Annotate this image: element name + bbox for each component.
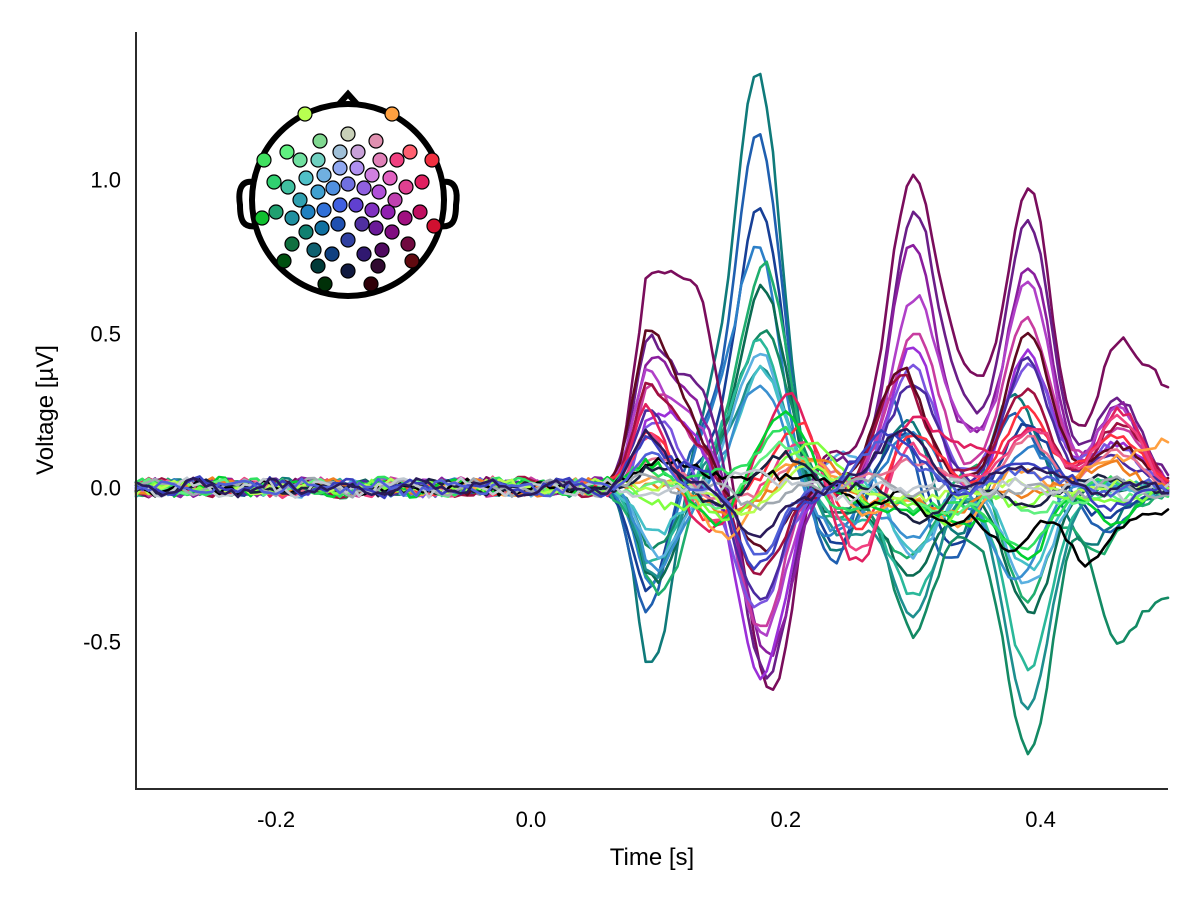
electrode-marker <box>254 210 270 226</box>
channel-trace <box>134 173 1170 691</box>
electrode-marker <box>400 236 416 252</box>
electrode-marker <box>424 152 440 168</box>
electrode-marker <box>368 133 384 149</box>
electrode-marker <box>284 236 300 252</box>
electrode-marker <box>292 192 308 208</box>
axes-frame <box>135 32 1168 790</box>
x-tick-label: 0.2 <box>770 807 801 832</box>
electrode-marker <box>280 179 296 195</box>
electrode-marker <box>398 179 414 195</box>
electrode-marker <box>310 258 326 274</box>
electrode-marker <box>330 216 346 232</box>
electrode-marker <box>354 216 370 232</box>
electrode-markers <box>254 106 442 292</box>
electrode-marker <box>279 144 295 160</box>
electrode-marker <box>340 176 356 192</box>
electrode-marker <box>317 276 333 292</box>
electrode-marker <box>349 160 365 176</box>
electrode-marker <box>371 184 387 200</box>
electrode-marker <box>340 232 356 248</box>
electrode-marker <box>363 276 379 292</box>
electrode-marker <box>370 258 386 274</box>
electrode-marker <box>382 170 398 186</box>
electrode-marker <box>412 204 428 220</box>
electrode-marker <box>340 126 356 142</box>
electrode-marker <box>364 167 380 183</box>
electrode-marker <box>310 152 326 168</box>
electrode-marker <box>380 204 396 220</box>
head-outline <box>249 101 447 299</box>
head-right-ear <box>438 178 460 230</box>
electrode-marker <box>374 242 390 258</box>
electrode-marker <box>292 152 308 168</box>
electrode-marker <box>350 144 366 160</box>
electrode-marker <box>300 204 316 220</box>
electrode-marker <box>384 224 400 240</box>
channel-trace <box>134 329 1170 554</box>
y-tick-labels: -0.5 0.0 0.5 1.0 <box>83 168 121 655</box>
electrode-marker <box>387 192 403 208</box>
channel-trace <box>134 245 1170 588</box>
head-left-ear <box>236 178 258 230</box>
channel-trace <box>134 243 1170 657</box>
electrode-marker <box>356 246 372 262</box>
electrode-marker <box>316 167 332 183</box>
electrode-marker <box>332 160 348 176</box>
electrode-marker <box>364 202 380 218</box>
x-tick-label: -0.2 <box>257 807 295 832</box>
electrode-marker <box>266 174 282 190</box>
electrode-marker <box>312 133 328 149</box>
channel-trace <box>134 440 1170 556</box>
electrode-marker <box>397 210 413 226</box>
electrode-marker <box>256 152 272 168</box>
electrode-marker <box>426 218 442 234</box>
electrode-marker <box>356 180 372 196</box>
electrode-marker <box>340 263 356 279</box>
electrode-marker <box>314 220 330 236</box>
y-tick-label: 1.0 <box>90 168 121 193</box>
head-nose <box>336 89 360 107</box>
electrode-marker <box>325 180 341 196</box>
electrode-marker <box>306 242 322 258</box>
electrode-marker <box>402 144 418 160</box>
electrode-marker <box>414 174 430 190</box>
x-tick-label: 0.0 <box>516 807 547 832</box>
channel-trace <box>134 472 1170 511</box>
topoplot-inset <box>236 89 460 299</box>
y-tick-label: -0.5 <box>83 629 121 654</box>
electrode-marker <box>332 197 348 213</box>
y-axis-label: Voltage [µV] <box>32 345 59 475</box>
electrode-marker <box>372 152 388 168</box>
electrode-marker <box>276 253 292 269</box>
electrode-marker <box>310 184 326 200</box>
electrode-marker <box>332 144 348 160</box>
electrode-marker <box>298 170 314 186</box>
channel-trace <box>134 427 1170 539</box>
electrode-marker <box>348 197 364 213</box>
electrode-marker <box>284 210 300 226</box>
electrode-marker <box>368 220 384 236</box>
electrode-marker <box>324 246 340 262</box>
electrode-marker <box>389 152 405 168</box>
y-tick-label: 0.0 <box>90 475 121 500</box>
y-tick-label: 0.5 <box>90 322 121 347</box>
x-axis-label: Time [s] <box>610 844 694 871</box>
electrode-marker <box>384 106 400 122</box>
x-tick-label: 0.4 <box>1025 807 1056 832</box>
channel-traces <box>134 72 1170 756</box>
electrode-marker <box>316 202 332 218</box>
x-tick-labels: -0.2 0.0 0.2 0.4 <box>257 807 1056 832</box>
electrode-marker <box>297 106 313 122</box>
electrode-marker <box>268 204 284 220</box>
electrode-marker <box>404 253 420 269</box>
electrode-marker <box>298 224 314 240</box>
